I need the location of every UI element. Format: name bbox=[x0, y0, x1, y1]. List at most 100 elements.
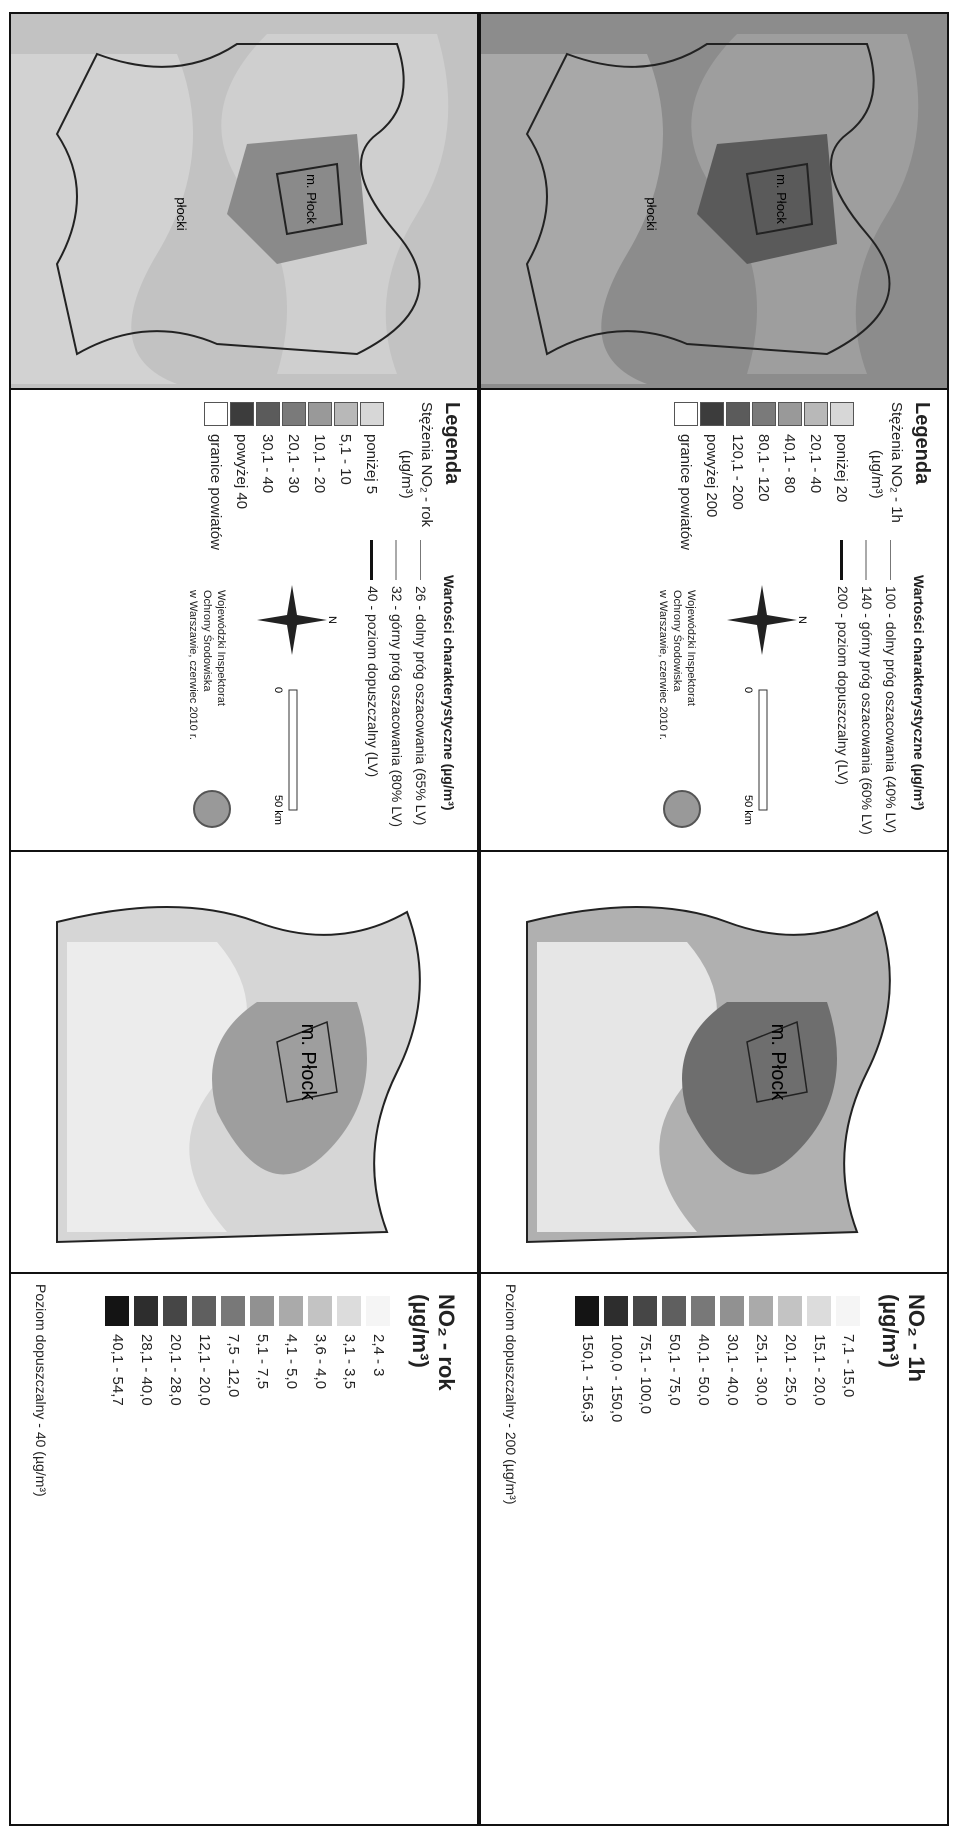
map-label: m. Płock bbox=[297, 1024, 319, 1102]
legend-label: 25,1 - 30,0 bbox=[753, 1334, 770, 1406]
legend-label: granice powiatów bbox=[208, 434, 225, 550]
map-label: m. Płock bbox=[767, 1024, 789, 1102]
legend-swatch bbox=[164, 1296, 188, 1326]
compass bbox=[257, 585, 327, 655]
county-map-cell: m. Płock płocki bbox=[11, 14, 477, 390]
legend-label: 30,1 - 40 bbox=[260, 434, 277, 493]
threshold-label: 40 - poziom dopuszczalny (LV) bbox=[365, 586, 381, 777]
legend-item: 80,1 - 120 bbox=[751, 402, 777, 550]
threshold-line bbox=[890, 540, 891, 580]
model-legend-unit: (µg/m³) bbox=[407, 1294, 433, 1368]
model-legend-item: 4,1 - 5,0 bbox=[277, 1296, 306, 1406]
legend-swatch bbox=[106, 1296, 130, 1326]
model-legend-item: 75,1 - 100,0 bbox=[631, 1296, 660, 1422]
legend-swatch bbox=[804, 402, 828, 426]
legend-item: 20,1 - 30 bbox=[281, 402, 307, 550]
model-legend-item: 30,1 - 40,0 bbox=[718, 1296, 747, 1422]
organization: Wojewódzki Inspektorat bbox=[215, 590, 227, 706]
scale-bar bbox=[759, 690, 767, 810]
legend-label: 28,1 - 40,0 bbox=[138, 1334, 155, 1406]
model-legend-item: 15,1 - 20,0 bbox=[805, 1296, 834, 1422]
page: m. Płock płocki Legenda Stężenia NO₂ - 1h (µ… bbox=[0, 0, 955, 1836]
legend-label: 3,6 - 4,0 bbox=[312, 1334, 329, 1389]
legend-classes: poniżej 5 5,1 - 10 10,1 - 2020,1 - 3030,1 … bbox=[203, 402, 385, 550]
legend-label: poniżej 5 bbox=[364, 434, 381, 494]
legend-swatch bbox=[674, 402, 698, 426]
legend-label: 120,1 - 200 bbox=[730, 434, 747, 510]
threshold-line bbox=[840, 540, 843, 580]
threshold-line bbox=[370, 540, 373, 580]
threshold-line bbox=[420, 540, 421, 580]
model-legend-note: Poziom dopuszczalny - 200 (µg/m³) bbox=[503, 1284, 519, 1504]
legend-swatch bbox=[830, 402, 854, 426]
model-legend-item: 7,1 - 15,0 bbox=[834, 1296, 863, 1422]
legend-label: granice powiatów bbox=[678, 434, 695, 550]
scale-start: 0 bbox=[742, 687, 754, 693]
map-label: m. Płock bbox=[304, 174, 319, 224]
compass-north: N bbox=[796, 616, 807, 624]
organization: w Warszawie, czerwiec 2010 r. bbox=[657, 590, 669, 740]
legend-item: 5,1 - 10 bbox=[333, 402, 359, 550]
legend-label: 5,1 - 10 bbox=[338, 434, 355, 485]
legend-swatch bbox=[309, 1296, 333, 1326]
legend-title: Legenda bbox=[440, 402, 463, 484]
legend-title: Legenda bbox=[910, 402, 933, 484]
legend-item: 10,1 - 20 bbox=[307, 402, 333, 550]
threshold-line bbox=[865, 540, 867, 580]
legend-label: 7,5 - 12,0 bbox=[225, 1334, 242, 1397]
logo bbox=[193, 790, 231, 828]
scale-end: 50 km bbox=[272, 795, 284, 825]
model-legend-item: 150,1 - 156,3 bbox=[573, 1296, 602, 1422]
model-map-cell: m. Płock bbox=[481, 852, 947, 1274]
model-legend-item: 40,1 - 54,7 bbox=[103, 1296, 132, 1406]
model-legend-classes: 2,4 - 3 3,1 - 3,5 3,6 - 4,0 4,1 - 5,05,1 - … bbox=[103, 1296, 393, 1406]
legend-item: 30,1 - 40 bbox=[255, 402, 281, 550]
model-legend-cell: NO₂ - rok(µg/m³) 2,4 - 3 3,1 - 3,5 3,6 - 4,… bbox=[11, 1274, 477, 1824]
organization: Ochrony Środowiska bbox=[201, 590, 213, 692]
model-legend-item: 100,0 - 150,0 bbox=[602, 1296, 631, 1422]
threshold-label: 100 - dolny próg oszacowania (40% LV) bbox=[883, 586, 899, 833]
legend-swatch bbox=[663, 1296, 687, 1326]
concentration-label: Stężenia NO₂ - rok bbox=[418, 402, 435, 527]
legend-label: 50,1 - 75,0 bbox=[666, 1334, 683, 1406]
organization: Ochrony Środowiska bbox=[671, 590, 683, 692]
legend-swatch bbox=[334, 402, 358, 426]
legend-label: 30,1 - 40,0 bbox=[724, 1334, 741, 1406]
scale-bar bbox=[289, 690, 297, 810]
legend-swatch bbox=[721, 1296, 745, 1326]
map-label: płocki bbox=[174, 197, 189, 230]
threshold-label: 200 - poziom dopuszczalny (LV) bbox=[835, 586, 851, 785]
legend-label: 75,1 - 100,0 bbox=[637, 1334, 654, 1414]
legend-item: poniżej 20 bbox=[829, 402, 855, 550]
model-legend-item: 40,1 - 50,0 bbox=[689, 1296, 718, 1422]
legend-swatch bbox=[367, 1296, 391, 1326]
model-legend-item: 20,1 - 28,0 bbox=[161, 1296, 190, 1406]
legend-label: 2,4 - 3 bbox=[370, 1334, 387, 1377]
model-legend-title: NO₂ - 1h bbox=[903, 1294, 929, 1382]
concentration-label: Stężenia NO₂ - 1h bbox=[888, 402, 905, 523]
scale-start: 0 bbox=[272, 687, 284, 693]
legend-swatch bbox=[193, 1296, 217, 1326]
model-legend-item: 28,1 - 40,0 bbox=[132, 1296, 161, 1406]
legend-swatch bbox=[779, 1296, 803, 1326]
legend-item: poniżej 5 bbox=[359, 402, 385, 550]
concentration-unit: (µg/m³) bbox=[398, 450, 415, 499]
legend-label: 15,1 - 20,0 bbox=[811, 1334, 828, 1406]
threshold-label: 32 - górny próg oszacowania (80% LV) bbox=[389, 586, 405, 827]
legend-label: 3,1 - 3,5 bbox=[341, 1334, 358, 1389]
panel-row: m. PłockpłockiLegendaStężenia NO₂ - 1h(µ… bbox=[479, 12, 949, 1826]
legend-label: 40,1 - 50,0 bbox=[695, 1334, 712, 1406]
legend-label: 20,1 - 25,0 bbox=[782, 1334, 799, 1406]
legend-swatch bbox=[605, 1296, 629, 1326]
legend-swatch bbox=[837, 1296, 861, 1326]
model-legend-item: 5,1 - 7,5 bbox=[248, 1296, 277, 1406]
model-legend-title: NO₂ - rok bbox=[433, 1294, 459, 1391]
legend-cell: Legenda Stężenia NO₂ - rok(µg/m³) poniżej … bbox=[11, 390, 477, 852]
map-label: płocki bbox=[644, 197, 659, 230]
threshold-label: 140 - górny próg oszacowania (60% LV) bbox=[859, 586, 875, 835]
